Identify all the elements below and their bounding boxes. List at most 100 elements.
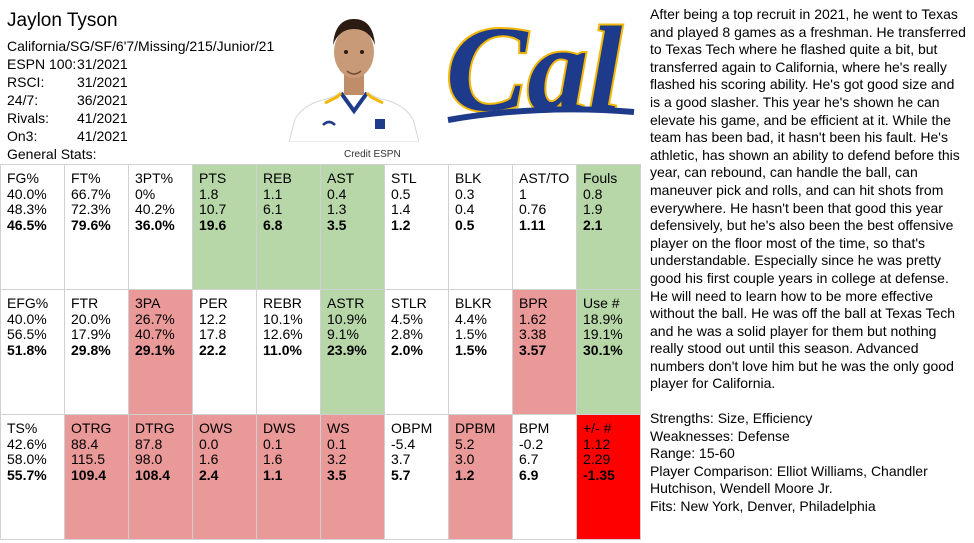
stat-value: 5.2 <box>455 435 475 452</box>
ranking-on3: On3: 41/2021 <box>7 127 128 145</box>
comparison-line: Player Comparison: Elliot Williams, Chan… <box>650 462 928 497</box>
stat-cell: OWS 0.0 1.6 2.4 <box>192 414 257 540</box>
stat-value: 1.9 <box>583 201 603 217</box>
stat-value: 58.0% <box>7 451 47 467</box>
stat-value: 3.2 <box>327 451 347 467</box>
stat-value: 48.3% <box>7 201 47 217</box>
stat-value: 51.8% <box>7 341 47 358</box>
stat-label: AST <box>327 170 355 186</box>
stat-label: AST/TO <box>519 170 570 186</box>
stat-value: 0.8 <box>583 185 603 202</box>
stat-cell: AST 0.4 1.3 3.5 <box>320 164 385 290</box>
stat-value: 17.9% <box>71 326 111 342</box>
stat-value: 79.6% <box>71 216 111 233</box>
stats-row: EFG% 40.0% 56.5% 51.8% FTR 20.0% 17.9% 29.8% 3PA… <box>0 289 641 415</box>
stat-cell: 3PT% 0% 40.2% 36.0% <box>128 164 193 290</box>
stat-label: +/- # <box>583 420 612 436</box>
range-line: Range: 15-60 <box>650 445 735 462</box>
stat-label: WS <box>327 420 350 436</box>
stat-value: 56.5% <box>7 326 47 342</box>
stat-value: -1.35 <box>583 466 615 483</box>
stat-cell: ASTR 10.9% 9.1% 23.9% <box>320 289 385 415</box>
stat-value: 2.8% <box>391 326 423 342</box>
stat-value: 29.1% <box>135 341 175 358</box>
stat-value: 0.76 <box>519 201 547 217</box>
strengths-line: Strengths: Size, Efficiency <box>650 410 813 427</box>
stat-label: DPBM <box>455 420 496 436</box>
stat-value: 0.4 <box>455 201 475 217</box>
stat-value: 4.5% <box>391 310 423 327</box>
stats-grid: FG% 40.0% 48.3% 46.5% FT% 66.7% 72.3% 79.6% 3PT%… <box>0 164 641 540</box>
stat-value: 22.2 <box>199 341 227 358</box>
stat-value: 1.1 <box>263 466 283 483</box>
stat-value: 1.3 <box>327 201 347 217</box>
stat-cell: REBR 10.1% 12.6% 11.0% <box>256 289 321 415</box>
stat-cell: DTRG 87.8 98.0 108.4 <box>128 414 193 540</box>
stat-cell: FG% 40.0% 48.3% 46.5% <box>0 164 65 290</box>
stat-value: 3.7 <box>391 451 411 467</box>
stat-label: Fouls <box>583 170 618 186</box>
stat-value: 1.5% <box>455 326 487 342</box>
stat-value: 3.0 <box>455 451 475 467</box>
stat-value: 6.7 <box>519 451 539 467</box>
stat-value: 3.5 <box>327 216 347 233</box>
stat-value: 6.9 <box>519 466 539 483</box>
stat-cell: AST/TO 1 0.76 1.11 <box>512 164 577 290</box>
ranking-value: 31/2021 <box>77 56 128 72</box>
stat-cell: FT% 66.7% 72.3% 79.6% <box>64 164 129 290</box>
stat-value: 98.0 <box>135 451 163 467</box>
stat-value: -5.4 <box>391 435 416 452</box>
stat-value: 115.5 <box>71 451 105 467</box>
cal-logo: Cal <box>444 4 635 132</box>
ranking-value: 36/2021 <box>77 92 128 108</box>
stat-value: 1.1 <box>263 185 283 202</box>
stat-value: 36.0% <box>135 216 175 233</box>
stat-label: FG% <box>7 170 39 186</box>
stat-cell: STLR 4.5% 2.8% 2.0% <box>384 289 449 415</box>
stat-label: ASTR <box>327 295 365 311</box>
stat-value: 46.5% <box>7 216 47 233</box>
stat-label: FTR <box>71 295 99 311</box>
stat-label: REB <box>263 170 292 186</box>
stat-cell: FTR 20.0% 17.9% 29.8% <box>64 289 129 415</box>
stat-value: 88.4 <box>71 435 99 452</box>
stat-label: 3PT% <box>135 170 174 186</box>
stat-value: 1.5% <box>455 341 487 358</box>
stat-value: 23.9% <box>327 341 367 358</box>
player-photo <box>289 19 419 142</box>
stat-value: 3.57 <box>519 341 547 358</box>
stat-cell: BLKR 4.4% 1.5% 1.5% <box>448 289 513 415</box>
stat-value: 0.5 <box>455 216 475 233</box>
stat-value: 1.6 <box>199 451 219 467</box>
ranking-label: ESPN 100: <box>7 56 77 72</box>
stat-value: 40.7% <box>135 326 175 342</box>
stat-cell: DWS 0.1 1.6 1.1 <box>256 414 321 540</box>
stat-value: 20.0% <box>71 310 111 327</box>
ranking-value: 31/2021 <box>77 74 128 90</box>
stat-value: 0.1 <box>263 435 283 452</box>
stats-row: FG% 40.0% 48.3% 46.5% FT% 66.7% 72.3% 79.6% 3PT%… <box>0 164 641 290</box>
stat-label: FT% <box>71 170 101 186</box>
stat-cell: DPBM 5.2 3.0 1.2 <box>448 414 513 540</box>
stat-label: DTRG <box>135 420 175 436</box>
general-stats-label: General Stats: <box>7 146 97 162</box>
stat-value: 1.11 <box>519 216 546 233</box>
stat-cell: BLK 0.3 0.4 0.5 <box>448 164 513 290</box>
stat-value: 2.4 <box>199 466 219 483</box>
ranking-rivals: Rivals: 41/2021 <box>7 109 128 127</box>
stat-value: 0.0 <box>199 435 219 452</box>
stat-value: 1.6 <box>263 451 283 467</box>
stat-value: 40.2% <box>135 201 175 217</box>
stat-value: 12.6% <box>263 326 303 342</box>
scouting-report: After being a top recruit in 2021, he we… <box>650 6 968 516</box>
stat-label: TS% <box>7 420 38 436</box>
fits-line: Fits: New York, Denver, Philadelphia <box>650 498 876 515</box>
player-card: Jaylon Tyson California/SG/SF/6'7/Missin… <box>0 4 641 540</box>
stat-value: 2.0% <box>391 341 423 358</box>
stat-value: 9.1% <box>327 326 359 342</box>
stat-label: BLKR <box>455 295 492 311</box>
stat-value: 3.38 <box>519 326 547 342</box>
stat-value: 10.1% <box>263 310 303 327</box>
stat-value: 1.4 <box>391 201 411 217</box>
stat-value: 26.7% <box>135 310 175 327</box>
